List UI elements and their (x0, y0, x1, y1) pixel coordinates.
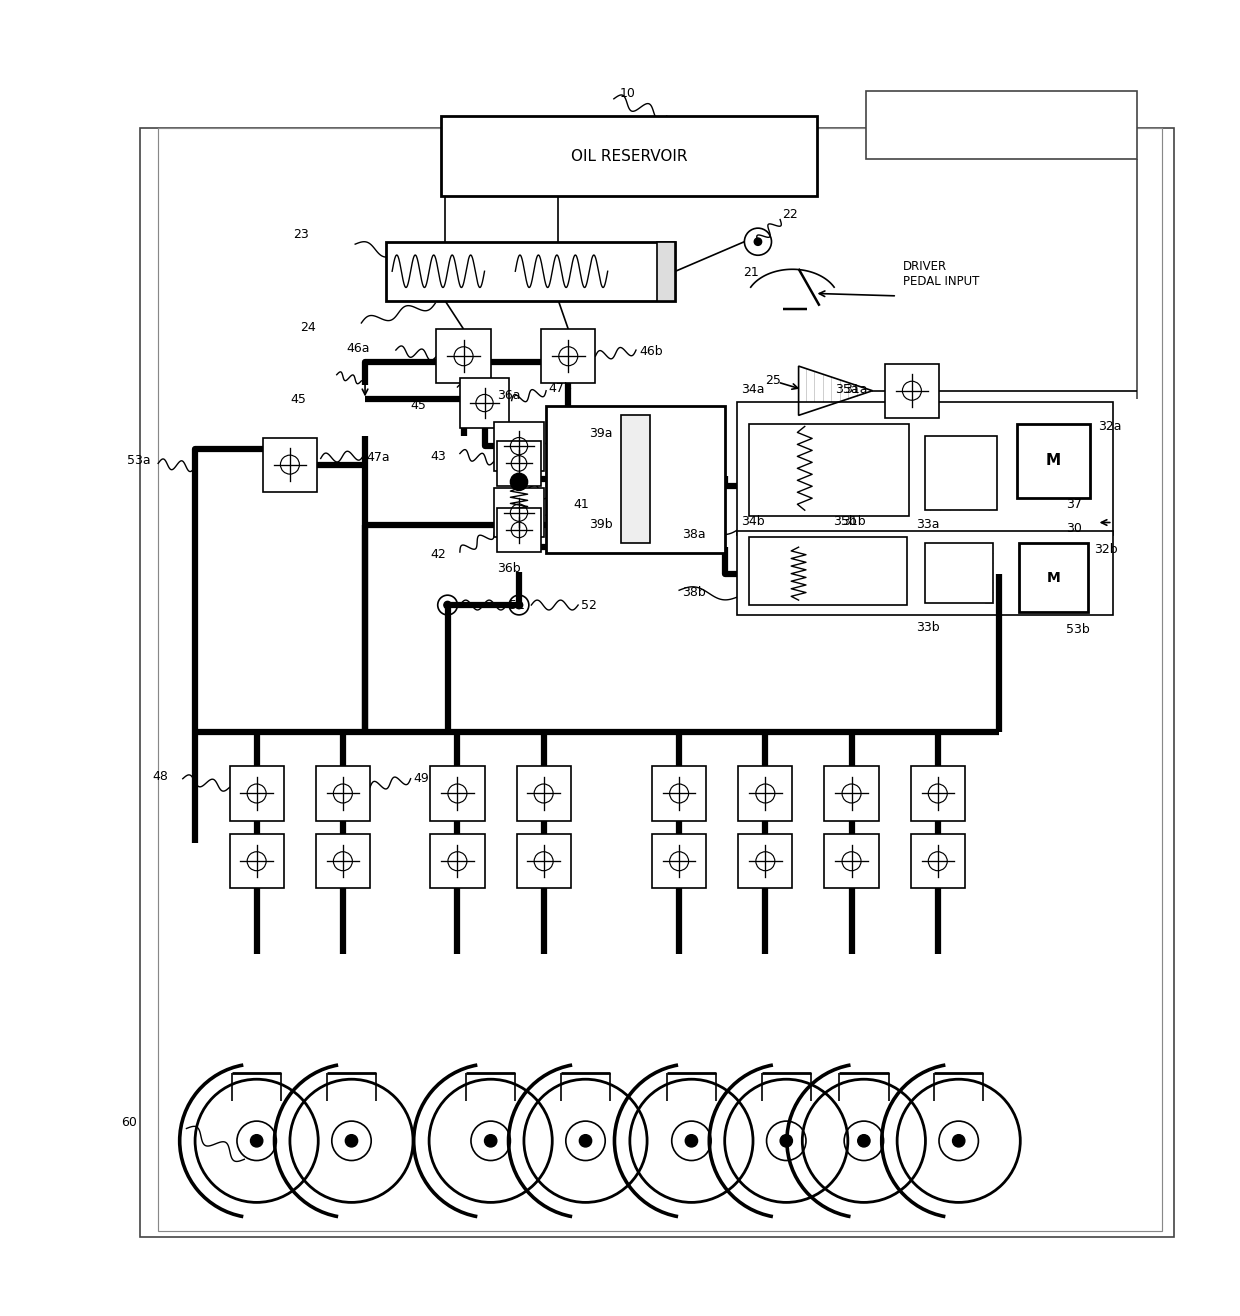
Bar (430, 834, 485, 888)
Text: 30: 30 (1066, 522, 1081, 536)
Text: 36a: 36a (497, 390, 521, 403)
Bar (839, 547, 883, 603)
Text: 35a: 35a (836, 383, 859, 396)
Circle shape (579, 1134, 591, 1148)
Text: 22: 22 (782, 208, 799, 221)
Bar (229, 834, 284, 888)
Text: DRIVER
PEDAL INPUT: DRIVER PEDAL INPUT (903, 259, 980, 288)
Text: 53a: 53a (128, 454, 151, 467)
Circle shape (754, 238, 761, 245)
Bar (1019, 544, 1087, 612)
Bar (925, 544, 993, 603)
Circle shape (485, 1134, 497, 1148)
Text: 43: 43 (430, 450, 446, 462)
Text: 49: 49 (413, 772, 429, 786)
Bar (495, 488, 543, 537)
Bar (652, 834, 707, 888)
Text: 24: 24 (300, 321, 315, 334)
Bar (738, 766, 792, 821)
Text: 47a: 47a (366, 451, 389, 463)
Text: 39b: 39b (589, 519, 613, 532)
Circle shape (511, 474, 528, 491)
Text: 46a: 46a (346, 342, 370, 355)
Bar (839, 440, 887, 508)
Circle shape (780, 1134, 792, 1148)
Bar (159, 129, 1162, 1230)
Text: 31b: 31b (842, 515, 866, 528)
Bar (546, 405, 724, 553)
Circle shape (345, 1134, 357, 1148)
Text: 38b: 38b (682, 586, 706, 599)
Bar (436, 329, 491, 383)
Bar (263, 437, 317, 492)
Text: 46b: 46b (640, 345, 663, 358)
Text: 39a: 39a (589, 428, 613, 441)
Text: 60: 60 (122, 1116, 138, 1129)
Bar (140, 129, 1174, 1237)
Bar (738, 834, 792, 888)
Text: 45: 45 (290, 393, 306, 405)
Circle shape (858, 1134, 870, 1148)
Bar (386, 242, 676, 301)
Bar (737, 532, 1112, 615)
Bar (495, 421, 543, 471)
Text: 42: 42 (430, 547, 446, 561)
Text: 37: 37 (1066, 497, 1081, 511)
Bar (825, 766, 879, 821)
Bar (825, 834, 879, 888)
Text: M: M (1047, 571, 1060, 584)
Text: 34b: 34b (740, 515, 764, 528)
Bar (910, 834, 965, 888)
Text: 51: 51 (510, 599, 525, 612)
Text: 47b: 47b (548, 382, 573, 395)
Bar (517, 834, 570, 888)
Bar (657, 242, 676, 301)
Text: 32a: 32a (1097, 420, 1121, 433)
Text: 23: 23 (294, 228, 309, 241)
Bar (737, 401, 1112, 534)
Text: 36b: 36b (497, 562, 521, 575)
Bar (316, 834, 370, 888)
Bar (497, 508, 541, 553)
Bar (517, 766, 570, 821)
Text: 33b: 33b (915, 621, 939, 634)
Text: 31a: 31a (844, 383, 868, 396)
Text: OIL RESERVOIR: OIL RESERVOIR (570, 149, 687, 163)
Bar (910, 766, 965, 821)
Bar (925, 437, 997, 511)
Bar (316, 766, 370, 821)
Text: M: M (1047, 454, 1061, 468)
Bar (749, 537, 906, 605)
Text: 38a: 38a (682, 528, 706, 541)
Circle shape (952, 1134, 965, 1148)
Text: 45: 45 (410, 399, 427, 412)
Text: 48: 48 (153, 770, 167, 783)
Bar (749, 424, 909, 516)
Bar (652, 766, 707, 821)
Bar (885, 363, 939, 417)
Text: 41: 41 (573, 497, 589, 511)
Bar (441, 116, 817, 196)
Text: 34a: 34a (740, 383, 764, 396)
Text: 53b: 53b (1066, 624, 1090, 636)
Circle shape (250, 1134, 263, 1148)
Bar (430, 766, 485, 821)
Bar (1017, 424, 1090, 497)
Bar (229, 766, 284, 821)
Circle shape (516, 601, 523, 609)
Bar (541, 329, 595, 383)
Bar (497, 441, 541, 486)
Bar (867, 91, 1137, 159)
Text: 52: 52 (580, 599, 596, 612)
Circle shape (444, 601, 451, 609)
Text: 35b: 35b (833, 515, 857, 528)
Text: 32b: 32b (1094, 544, 1117, 557)
Circle shape (686, 1134, 698, 1148)
Bar (621, 416, 650, 544)
Bar (460, 379, 510, 428)
Text: 21: 21 (743, 266, 759, 279)
Text: 33a: 33a (915, 519, 939, 532)
Text: 10: 10 (620, 87, 636, 100)
Text: 25: 25 (765, 374, 781, 387)
